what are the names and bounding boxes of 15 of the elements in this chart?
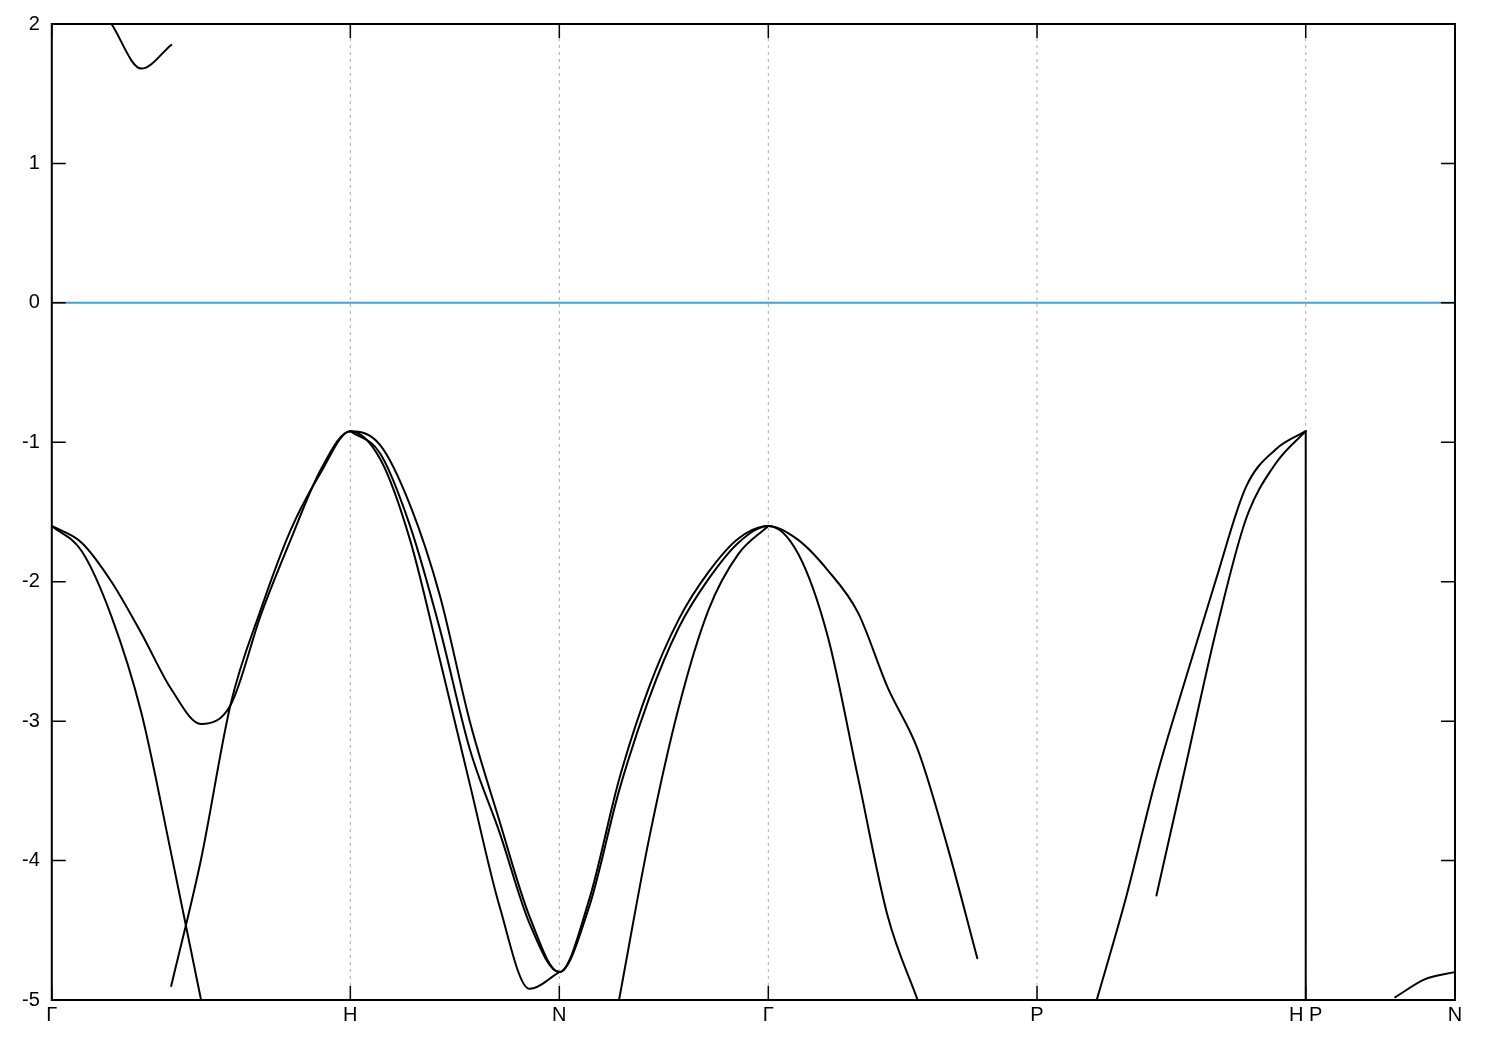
x-tick-label: N xyxy=(552,1002,567,1025)
y-tick-label: -2 xyxy=(21,569,40,592)
x-tick-label: Γ xyxy=(46,1002,58,1025)
x-tick-label: H P xyxy=(1289,1002,1323,1025)
y-tick-label: -4 xyxy=(21,848,40,871)
y-tick-label: 2 xyxy=(28,11,40,34)
y-tick-label: -3 xyxy=(21,708,40,731)
x-tick-label: H xyxy=(343,1002,358,1025)
y-tick-label: -5 xyxy=(21,987,40,1010)
x-tick-label: P xyxy=(1030,1002,1044,1025)
x-tick-label: N xyxy=(1447,1002,1463,1025)
x-tick-label: Γ xyxy=(762,1002,774,1025)
y-tick-label: 0 xyxy=(28,290,40,313)
y-tick-label: -1 xyxy=(21,429,40,452)
y-tick-label: 1 xyxy=(28,150,40,173)
